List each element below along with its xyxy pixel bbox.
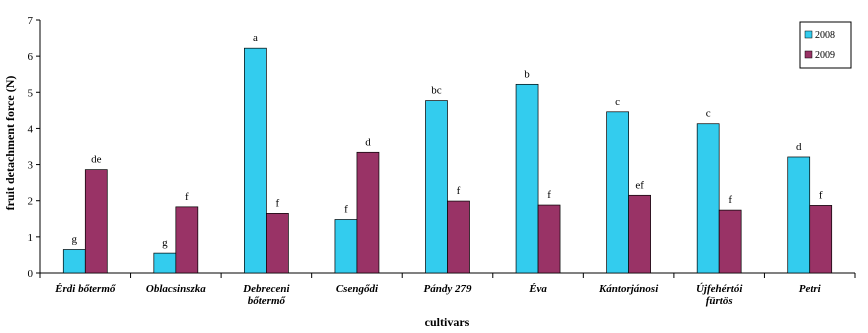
bar-significance-label: d <box>365 136 371 148</box>
x-category-label: Kántorjánosi <box>598 283 659 295</box>
bar-2009 <box>809 205 833 274</box>
bar-2009 <box>628 194 651 274</box>
y-axis-title: fruit detachment force (N) <box>3 76 17 211</box>
bar-2009 <box>356 151 380 274</box>
legend-swatch-2008 <box>804 30 813 39</box>
x-category-label: Csengődi <box>336 283 379 295</box>
x-category-label: Pándy 279 <box>424 283 472 295</box>
bar-significance-label: f <box>344 204 348 216</box>
bar-significance-label: de <box>91 154 102 166</box>
legend-label-2009: 2009 <box>815 50 835 61</box>
bar-2009 <box>84 169 108 274</box>
y-tick-label: 7 <box>28 15 34 27</box>
x-category-label: Éva <box>528 283 547 295</box>
bar-2008 <box>696 123 720 274</box>
y-tick-label: 4 <box>28 123 34 135</box>
y-tick-label: 1 <box>28 232 34 244</box>
y-tick-label: 0 <box>28 268 34 280</box>
bar-significance-label: f <box>276 197 280 209</box>
bar-significance-label: a <box>253 32 258 44</box>
x-category-label: fürtös <box>706 295 733 307</box>
bar-2008 <box>425 100 448 274</box>
x-category-label: Érdi bőtermő <box>54 283 117 295</box>
bar-2008 <box>515 83 539 274</box>
legend-swatch-2009 <box>804 50 813 59</box>
bar-significance-label: f <box>819 189 823 201</box>
bar-significance-label: f <box>728 194 732 206</box>
bar-2008 <box>787 156 811 274</box>
bar-2009 <box>175 206 199 274</box>
bar-2008 <box>334 219 358 274</box>
bar-2008 <box>244 47 267 274</box>
legend-frame <box>799 21 852 69</box>
bar-2009 <box>537 204 561 274</box>
x-category-label: Újfehértói <box>696 283 743 295</box>
bar-2008 <box>62 249 86 274</box>
x-category-label: Debreceni <box>242 283 290 295</box>
y-tick-label: 5 <box>28 87 34 99</box>
bar-significance-label: d <box>796 141 802 153</box>
bar-2009 <box>718 209 742 274</box>
y-tick-label: 3 <box>28 160 34 172</box>
legend: 2008 2009 <box>799 21 852 69</box>
bar-significance-label: g <box>162 237 168 249</box>
bar-labels: g de g f a f f d bc f b f c ef c f d f <box>72 32 823 249</box>
axes: 0 1 2 3 4 5 6 7 Érdi bőtermő Oblacsinszka Debrecen… <box>28 15 856 307</box>
bar-significance-label: c <box>615 96 620 108</box>
bar-significance-label: f <box>457 185 461 197</box>
bar-significance-label: f <box>185 191 189 203</box>
bars <box>62 47 833 274</box>
bar-2009 <box>266 213 289 274</box>
bar-significance-label: bc <box>431 85 442 97</box>
bar-2008 <box>153 252 177 274</box>
bar-significance-label: c <box>706 108 711 120</box>
x-axis-title: cultivars <box>425 315 470 329</box>
bar-significance-label: f <box>547 189 551 201</box>
x-category-label: bőtermő <box>248 295 287 307</box>
y-tick-label: 2 <box>28 196 34 208</box>
x-category-label: Petri <box>799 283 822 295</box>
bar-significance-label: b <box>524 68 530 80</box>
bar-2008 <box>606 111 629 274</box>
x-category-label: Oblacsinszka <box>146 283 206 295</box>
bar-significance-label: ef <box>635 179 644 191</box>
y-tick-label: 6 <box>28 51 34 63</box>
legend-label-2008: 2008 <box>815 30 835 41</box>
bar-2009 <box>447 200 470 274</box>
bar-significance-label: g <box>72 234 78 246</box>
